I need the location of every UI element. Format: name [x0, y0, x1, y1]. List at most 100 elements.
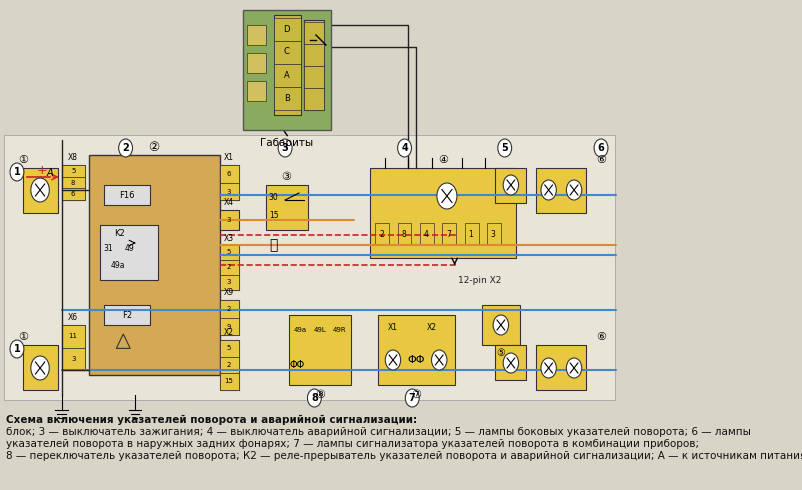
Text: 3: 3 — [282, 143, 288, 153]
Bar — [219, 340, 238, 357]
Bar — [62, 188, 85, 199]
Text: 4: 4 — [423, 229, 428, 239]
Circle shape — [119, 139, 132, 157]
Bar — [23, 168, 58, 213]
Bar — [219, 210, 238, 230]
Text: ⑥: ⑥ — [595, 332, 606, 342]
Bar — [242, 10, 331, 130]
Bar — [481, 305, 520, 345]
Text: X6: X6 — [68, 313, 78, 321]
Circle shape — [503, 353, 518, 373]
Text: 🔑: 🔑 — [269, 238, 277, 252]
Text: ΦΦ: ΦΦ — [289, 360, 304, 370]
Text: Габариты: Габариты — [260, 138, 313, 148]
Text: 11: 11 — [69, 333, 78, 339]
Text: A: A — [47, 168, 53, 178]
Circle shape — [251, 85, 260, 97]
Text: 7: 7 — [408, 393, 415, 403]
Bar — [304, 88, 323, 110]
Circle shape — [541, 180, 556, 200]
Text: 8: 8 — [310, 393, 318, 403]
Text: 3: 3 — [71, 356, 75, 362]
Text: ΦΦ: ΦΦ — [407, 355, 424, 365]
Bar — [219, 245, 238, 290]
Text: 30: 30 — [269, 193, 278, 201]
Bar — [273, 18, 300, 41]
Text: 4: 4 — [401, 143, 407, 153]
Text: 15: 15 — [269, 211, 278, 220]
Bar — [219, 182, 238, 200]
Bar — [377, 315, 454, 385]
Text: X2: X2 — [426, 322, 436, 332]
Bar — [62, 165, 85, 176]
Bar — [219, 165, 238, 182]
Text: ⑧: ⑧ — [314, 390, 324, 400]
Circle shape — [30, 356, 49, 380]
Circle shape — [436, 183, 456, 209]
Text: D: D — [283, 24, 290, 33]
Bar — [62, 325, 85, 370]
Text: X3: X3 — [224, 234, 233, 243]
Text: +: + — [37, 164, 47, 176]
Text: C: C — [283, 48, 290, 56]
Bar — [62, 325, 85, 347]
Text: 6: 6 — [597, 143, 604, 153]
Bar — [104, 185, 150, 205]
Bar — [23, 345, 58, 390]
Text: 6: 6 — [226, 171, 231, 177]
Circle shape — [565, 180, 581, 200]
Text: K2: K2 — [114, 228, 124, 238]
Bar — [219, 260, 238, 275]
Circle shape — [497, 139, 511, 157]
Circle shape — [541, 358, 556, 378]
Circle shape — [251, 57, 260, 69]
Circle shape — [251, 29, 260, 41]
Bar — [219, 357, 238, 373]
Text: 3: 3 — [226, 279, 231, 285]
Bar — [219, 318, 238, 335]
Text: Схема включения указателей поворота и аварийной сигнализации:: Схема включения указателей поворота и ав… — [6, 415, 417, 425]
Bar — [88, 155, 219, 375]
Bar — [62, 165, 85, 200]
Text: A: A — [283, 71, 290, 79]
Circle shape — [503, 175, 518, 195]
Text: 5: 5 — [226, 345, 231, 351]
Text: 15: 15 — [224, 378, 233, 384]
Text: 9: 9 — [226, 323, 231, 329]
Bar — [495, 345, 525, 380]
Text: 3: 3 — [226, 217, 231, 223]
Text: X9: X9 — [224, 288, 233, 296]
Circle shape — [492, 315, 508, 335]
Bar — [219, 165, 238, 200]
Circle shape — [10, 163, 24, 181]
Text: ③: ③ — [282, 172, 291, 182]
Text: 8: 8 — [401, 229, 406, 239]
Text: 5: 5 — [500, 143, 508, 153]
Text: X8: X8 — [68, 152, 78, 162]
Text: 5: 5 — [226, 249, 231, 255]
Text: 2: 2 — [226, 264, 231, 270]
Circle shape — [277, 139, 292, 157]
Bar — [265, 185, 308, 230]
Circle shape — [405, 389, 419, 407]
Circle shape — [307, 389, 321, 407]
Bar — [219, 245, 238, 260]
Text: ④: ④ — [438, 155, 448, 165]
Bar — [419, 223, 433, 245]
Circle shape — [10, 340, 24, 358]
Bar — [304, 22, 323, 44]
Text: 2: 2 — [122, 143, 129, 153]
Text: F16: F16 — [119, 191, 135, 199]
Text: 3: 3 — [490, 229, 495, 239]
Bar — [442, 223, 456, 245]
Text: 1: 1 — [14, 344, 20, 354]
Circle shape — [385, 350, 400, 370]
Bar — [304, 66, 323, 88]
Bar — [273, 87, 300, 110]
Text: 8 — переключатель указателей поворота; К2 — реле-прерыватель указателей поворота: 8 — переключатель указателей поворота; К… — [6, 451, 802, 461]
Bar — [62, 347, 85, 370]
Bar — [219, 300, 238, 318]
Circle shape — [565, 358, 581, 378]
Text: 1: 1 — [468, 229, 472, 239]
Bar — [304, 20, 323, 110]
